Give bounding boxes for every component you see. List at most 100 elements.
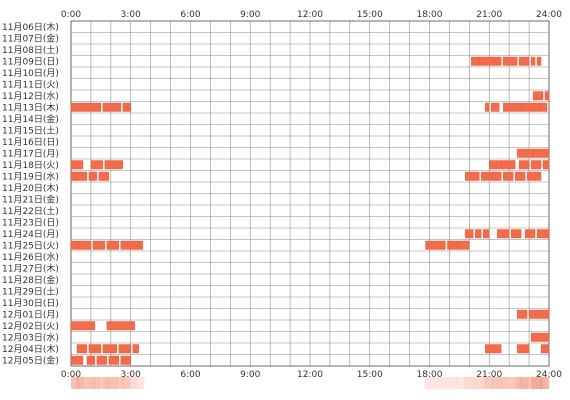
row-label: 11月25日(火): [2, 241, 59, 252]
summary-cell: [124, 377, 127, 389]
activity-segment: [516, 344, 530, 354]
summary-cell: [72, 377, 75, 389]
x-tick-label-top: 0:00: [61, 10, 81, 20]
activity-segment: [516, 309, 528, 319]
activity-segment: [485, 344, 502, 354]
row-label: 11月19日(水): [2, 171, 59, 183]
activity-segment: [530, 332, 550, 342]
x-tick-label-top: 15:00: [357, 10, 383, 20]
x-tick-label-bottom: 9:00: [240, 370, 260, 380]
row-label: 11月13日(木): [2, 102, 59, 114]
summary-cell: [129, 377, 132, 389]
summary-cell: [505, 377, 508, 389]
x-axis-bottom: 0:00 3:00 6:00 9:00 12:00 15:00 18:00 21:00 24:0…: [61, 370, 562, 380]
summary-cell: [524, 377, 527, 389]
activity-segment: [520, 102, 542, 112]
summary-cell: [97, 377, 100, 389]
activity-segment: [70, 171, 78, 181]
row-label: 11月18日(火): [2, 160, 59, 171]
activity-segment: [502, 171, 514, 181]
activity-segment: [502, 56, 518, 66]
summary-cell: [142, 377, 145, 389]
row-label: 11月14日(金): [2, 113, 59, 125]
activity-segment: [491, 171, 502, 181]
summary-cell: [441, 377, 444, 389]
activity-segment: [516, 148, 534, 158]
activity-segment: [526, 171, 542, 181]
summary-cell: [499, 377, 502, 389]
activity-segment: [544, 91, 550, 101]
x-tick-label-bottom: 6:00: [180, 370, 200, 380]
x-tick-label-bottom: 21:00: [476, 370, 502, 380]
summary-cell: [451, 377, 454, 389]
x-tick-label-bottom: 0:00: [61, 370, 81, 380]
summary-cell: [132, 377, 135, 389]
row-label: 11月10日(月): [2, 68, 59, 79]
activity-segment: [120, 355, 131, 365]
chart-grid: [70, 20, 550, 367]
summary-cell: [84, 377, 87, 389]
summary-cell: [74, 377, 77, 389]
summary-cell: [119, 377, 122, 389]
activity-segment: [86, 355, 96, 365]
activity-segment: [70, 160, 84, 170]
summary-cell: [137, 377, 140, 389]
summary-cell: [532, 377, 535, 389]
activity-marks: [70, 56, 550, 365]
summary-cell: [502, 377, 505, 389]
activity-segment: [96, 355, 108, 365]
summary-cell: [519, 377, 522, 389]
row-label: 12月05日(金): [2, 355, 59, 367]
summary-cell: [466, 377, 468, 389]
summary-cell: [485, 377, 488, 389]
activity-segment: [479, 56, 494, 66]
activity-segment: [465, 171, 480, 181]
summary-cell: [431, 377, 434, 389]
x-tick-label-bottom: 12:00: [297, 370, 323, 380]
summary-cell: [495, 377, 498, 389]
summary-cell: [92, 377, 95, 389]
x-axis-top: 0:00 3:00 6:00 9:00 12:00 15:00 18:00 21:00 24:0…: [61, 10, 562, 20]
row-label: 11月29日(土): [2, 286, 59, 298]
summary-cell: [462, 377, 465, 389]
summary-cell: [102, 377, 105, 389]
row-label: 11月15日(土): [2, 125, 59, 137]
activity-segment: [540, 102, 548, 112]
summary-cell: [492, 377, 495, 389]
summary-cell: [515, 377, 518, 389]
x-tick-label-bottom: 3:00: [121, 370, 141, 380]
summary-cell: [452, 377, 455, 389]
summary-cell: [461, 377, 463, 389]
x-tick-label-top: 18:00: [417, 10, 443, 20]
activity-segment: [102, 102, 121, 112]
summary-cell: [534, 377, 537, 389]
summary-cell: [469, 377, 472, 389]
summary-cell: [85, 377, 88, 389]
activity-segment: [524, 229, 536, 239]
activity-segment: [536, 229, 550, 239]
row-label: 12月04日(木): [2, 343, 59, 355]
summary-cell: [487, 377, 490, 389]
plot-frame: [70, 20, 550, 367]
activity-segment: [88, 171, 98, 181]
activity-segment: [536, 56, 542, 66]
summary-cell: [122, 377, 125, 389]
summary-cell: [71, 377, 73, 389]
activity-segment: [76, 171, 88, 181]
summary-cell: [482, 377, 485, 389]
summary-cell: [90, 377, 93, 389]
summary-cell: [545, 377, 548, 389]
row-label: 11月20日(木): [2, 182, 59, 194]
summary-cell: [464, 377, 467, 389]
activity-segment: [540, 344, 550, 354]
x-tick-label-bottom: 15:00: [357, 370, 383, 380]
row-label: 12月01日(月): [2, 310, 59, 321]
activity-segment: [106, 240, 119, 250]
summary-cell: [489, 377, 492, 389]
activity-segment: [530, 160, 542, 170]
activity-segment: [532, 91, 544, 101]
summary-cell: [75, 377, 78, 389]
activity-segment: [98, 171, 110, 181]
summary-cell: [475, 377, 478, 389]
